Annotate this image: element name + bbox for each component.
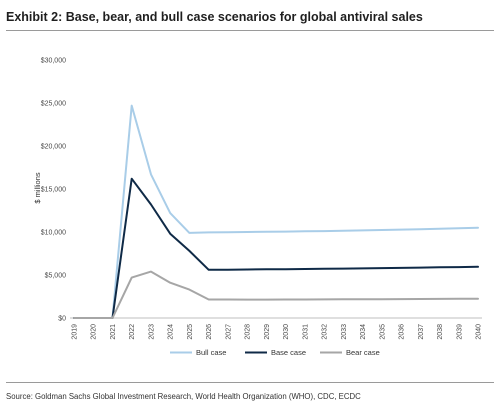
x-tick-label: 2040 bbox=[476, 324, 483, 340]
y-tick-label: $30,000 bbox=[41, 58, 66, 65]
x-tick-label: 2036 bbox=[399, 324, 406, 340]
x-tick-label: 2024 bbox=[168, 324, 175, 340]
y-tick-label: $20,000 bbox=[41, 144, 66, 151]
x-tick-label: 2029 bbox=[264, 324, 271, 340]
x-tick-label: 2038 bbox=[437, 324, 444, 340]
x-tick-label: 2031 bbox=[302, 324, 309, 340]
x-tick-label: 2021 bbox=[110, 324, 117, 340]
bull-case-legend-label: Bull case bbox=[196, 348, 226, 357]
x-tick-label: 2034 bbox=[360, 324, 367, 340]
page-title: Exhibit 2: Base, bear, and bull case sce… bbox=[6, 10, 423, 24]
source-note: Source: Goldman Sachs Global Investment … bbox=[6, 392, 361, 401]
y-tick-label: $25,000 bbox=[41, 101, 66, 108]
x-tick-label: 2026 bbox=[206, 324, 213, 340]
x-tick-label: 2028 bbox=[245, 324, 252, 340]
y-tick-label: $0 bbox=[58, 316, 66, 323]
y-axis-label: $ millions bbox=[33, 172, 42, 204]
y-tick-label: $15,000 bbox=[41, 187, 66, 194]
x-tick-label: 2030 bbox=[283, 324, 290, 340]
bear-case-legend-label: Bear case bbox=[346, 348, 380, 357]
bear-case-line bbox=[73, 270, 479, 319]
x-tick-label: 2023 bbox=[148, 324, 155, 340]
x-tick-label: 2022 bbox=[129, 324, 136, 340]
base-case-legend-label: Base case bbox=[271, 348, 306, 357]
x-tick-label: 2037 bbox=[418, 324, 425, 340]
bull-case-line bbox=[73, 104, 479, 319]
x-tick-label: 2035 bbox=[379, 324, 386, 340]
antiviral-sales-line-chart: $ millions $0 $5,000 $10,000 $15,000 $20,000… bbox=[33, 58, 483, 358]
x-tick-label: 2027 bbox=[225, 324, 232, 340]
source-divider bbox=[6, 382, 494, 383]
x-tick-label: 2032 bbox=[322, 324, 329, 340]
base-case-line bbox=[73, 177, 479, 319]
x-tick-label: 2033 bbox=[341, 324, 348, 340]
x-tick-label: 2020 bbox=[91, 324, 98, 340]
y-tick-label: $10,000 bbox=[41, 230, 66, 237]
x-tick-label: 2039 bbox=[456, 324, 463, 340]
y-tick-label: $5,000 bbox=[45, 273, 67, 280]
title-divider bbox=[6, 30, 494, 31]
x-tick-label: 2019 bbox=[72, 324, 79, 340]
x-tick-label: 2025 bbox=[187, 324, 194, 340]
